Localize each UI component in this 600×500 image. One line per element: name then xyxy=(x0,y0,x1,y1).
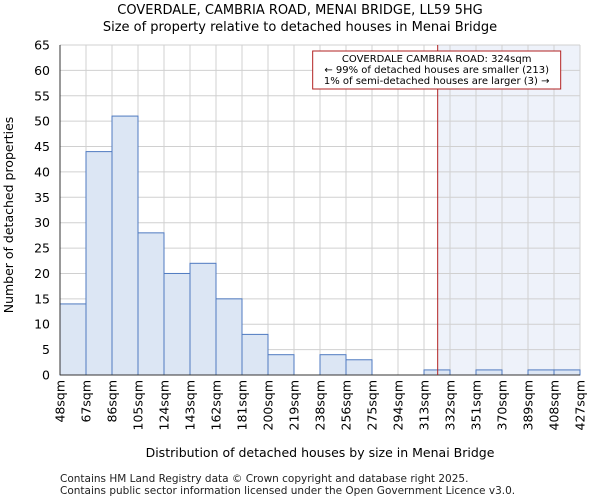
chart-title: COVERDALE, CAMBRIA ROAD, MENAI BRIDGE, L… xyxy=(117,3,483,18)
histogram-bar xyxy=(527,369,555,376)
annotation-box xyxy=(312,50,562,90)
x-tick-label: 256sqm xyxy=(339,380,354,430)
x-tick-label: 200sqm xyxy=(261,380,276,430)
x-tick-label: 427sqm xyxy=(573,380,588,430)
x-tick-label: 313sqm xyxy=(417,380,432,430)
y-tick-label: 50 xyxy=(34,114,50,129)
annotation-text: COVERDALE CAMBRIA ROAD: 324sqm xyxy=(342,54,532,65)
y-tick-label: 45 xyxy=(34,139,50,154)
y-tick-label: 20 xyxy=(34,266,50,281)
histogram-bar xyxy=(475,369,503,376)
highlight-region xyxy=(437,45,580,375)
x-tick-label: 389sqm xyxy=(521,380,536,430)
x-tick-label: 143sqm xyxy=(183,380,198,430)
x-tick-label: 238sqm xyxy=(313,380,328,430)
y-tick-label: 25 xyxy=(34,241,50,256)
annotation-text: 1% of semi-detached houses are larger (3… xyxy=(324,76,550,87)
annotation-text: ← 99% of detached houses are smaller (21… xyxy=(324,65,549,76)
histogram-bar xyxy=(189,262,217,376)
histogram-bar xyxy=(85,151,113,376)
x-tick-label: 67sqm xyxy=(79,380,94,423)
x-tick-label: 105sqm xyxy=(131,380,146,430)
x-tick-label: 294sqm xyxy=(391,380,406,430)
y-axis-label: Number of detached properties xyxy=(1,117,16,314)
x-tick-label: 370sqm xyxy=(495,380,510,430)
y-tick-label: 30 xyxy=(34,215,50,230)
y-tick-label: 10 xyxy=(34,317,50,332)
y-tick-label: 0 xyxy=(42,368,50,383)
x-tick-label: 124sqm xyxy=(157,380,172,430)
chart-subtitle: Size of property relative to detached ho… xyxy=(102,20,498,35)
histogram-bar xyxy=(267,354,295,376)
histogram-bar xyxy=(319,354,347,376)
x-tick-label: 86sqm xyxy=(105,380,120,423)
histogram-bar xyxy=(241,333,269,376)
footer-line-2: Contains public sector information licen… xyxy=(60,485,516,497)
y-tick-label: 55 xyxy=(34,88,50,103)
x-tick-label: 219sqm xyxy=(287,380,302,430)
histogram-bar xyxy=(215,298,243,376)
histogram-bar xyxy=(423,369,451,376)
x-tick-label: 351sqm xyxy=(469,380,484,430)
histogram-bar xyxy=(163,272,191,376)
y-tick-label: 15 xyxy=(34,291,50,306)
y-tick-label: 35 xyxy=(34,190,50,205)
x-axis-label: Distribution of detached houses by size … xyxy=(146,445,495,460)
histogram-bar xyxy=(345,359,373,376)
x-tick-label: 275sqm xyxy=(365,380,380,430)
x-tick-label: 332sqm xyxy=(443,380,458,430)
histogram-bar xyxy=(111,115,139,376)
y-tick-label: 40 xyxy=(34,164,50,179)
x-tick-label: 48sqm xyxy=(53,380,68,423)
histogram-bar xyxy=(553,369,581,376)
x-tick-label: 181sqm xyxy=(235,380,250,430)
y-tick-label: 5 xyxy=(42,342,50,357)
histogram-bar xyxy=(59,303,87,376)
histogram-chart: 0 5 10 15 20 25 30 35 40 45 50 55 60 65 48sqm 67sqm 86sq… xyxy=(1,38,588,461)
footer-line-1: Contains HM Land Registry data © Crown c… xyxy=(60,473,469,485)
y-tick-label: 60 xyxy=(34,63,50,78)
y-tick-label: 65 xyxy=(34,38,50,53)
x-tick-label: 408sqm xyxy=(547,380,562,430)
histogram-bar xyxy=(137,232,165,376)
x-tick-label: 162sqm xyxy=(209,380,224,430)
